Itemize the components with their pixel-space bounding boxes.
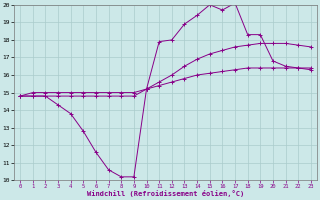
X-axis label: Windchill (Refroidissement éolien,°C): Windchill (Refroidissement éolien,°C)	[87, 190, 244, 197]
